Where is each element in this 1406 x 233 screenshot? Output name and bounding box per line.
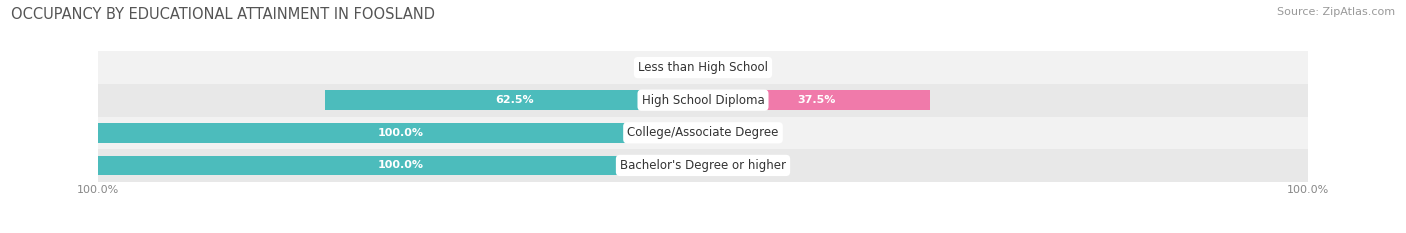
Bar <box>703 123 727 143</box>
Text: Less than High School: Less than High School <box>638 61 768 74</box>
Text: OCCUPANCY BY EDUCATIONAL ATTAINMENT IN FOOSLAND: OCCUPANCY BY EDUCATIONAL ATTAINMENT IN F… <box>11 7 436 22</box>
Bar <box>98 123 703 143</box>
Text: 62.5%: 62.5% <box>495 95 533 105</box>
Bar <box>325 90 703 110</box>
Bar <box>98 51 1308 84</box>
Bar <box>679 58 703 77</box>
Bar <box>98 116 1308 149</box>
Text: High School Diploma: High School Diploma <box>641 94 765 107</box>
Text: 0.0%: 0.0% <box>734 63 762 72</box>
Bar <box>98 149 1308 182</box>
Bar <box>703 58 727 77</box>
Text: 100.0%: 100.0% <box>378 161 423 170</box>
Bar <box>703 90 929 110</box>
Text: Bachelor's Degree or higher: Bachelor's Degree or higher <box>620 159 786 172</box>
Text: Source: ZipAtlas.com: Source: ZipAtlas.com <box>1277 7 1395 17</box>
Bar <box>98 156 703 175</box>
Bar <box>703 156 727 175</box>
Text: 100.0%: 100.0% <box>378 128 423 138</box>
Text: 0.0%: 0.0% <box>734 128 762 138</box>
Bar <box>98 84 1308 116</box>
Text: College/Associate Degree: College/Associate Degree <box>627 126 779 139</box>
Text: 0.0%: 0.0% <box>734 161 762 170</box>
Text: 0.0%: 0.0% <box>644 63 672 72</box>
Text: 37.5%: 37.5% <box>797 95 835 105</box>
